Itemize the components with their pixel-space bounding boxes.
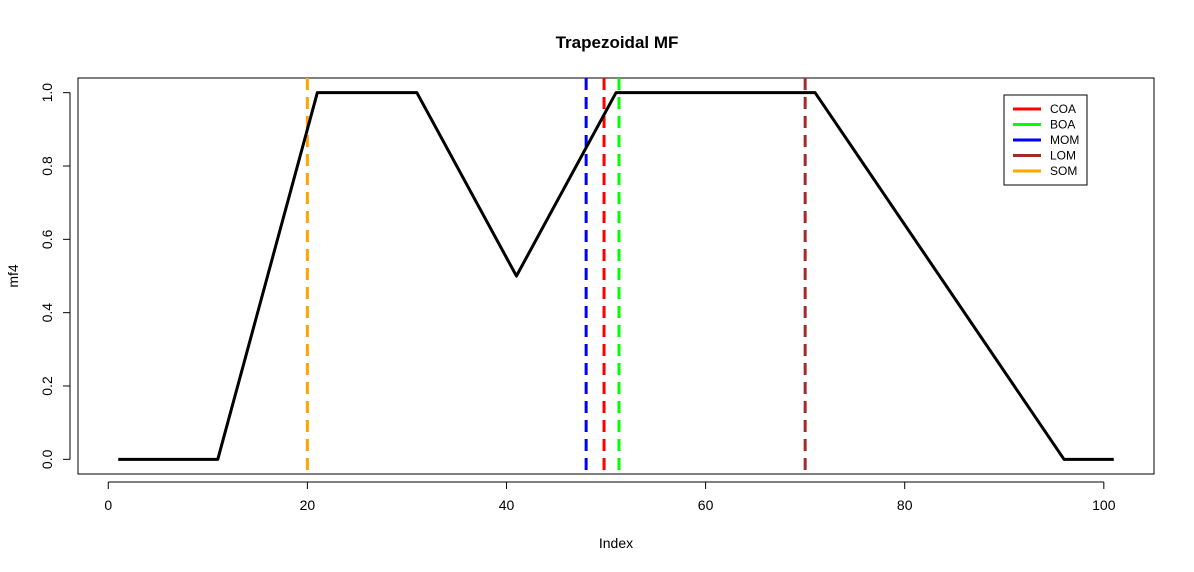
x-tick-label: 0	[104, 497, 112, 513]
y-axis: 0.0 0.2 0.4 0.6 0.8 1.0	[39, 83, 71, 469]
y-tick-label: 0.8	[39, 156, 55, 176]
series-line	[118, 91, 1114, 461]
legend-label-mom: MOM	[1050, 133, 1079, 147]
x-axis: 0 20 40 60 80 100	[104, 481, 1116, 513]
x-tick-label: 20	[300, 497, 316, 513]
y-tick-label: 0.2	[39, 376, 55, 396]
legend-label-som: SOM	[1050, 164, 1077, 178]
x-tick-label: 60	[698, 497, 714, 513]
x-tick-label: 40	[499, 497, 515, 513]
x-tick-label: 80	[897, 497, 913, 513]
plot-frame	[77, 77, 1155, 475]
y-tick-label: 0.0	[39, 449, 55, 469]
y-tick-label: 0.4	[39, 303, 55, 323]
y-axis-label: mf4	[5, 264, 21, 288]
y-tick-label: 0.6	[39, 229, 55, 249]
legend-label-coa: COA	[1050, 102, 1076, 116]
y-tick-label: 1.0	[39, 83, 55, 103]
series	[118, 91, 1114, 461]
legend-label-boa: BOA	[1050, 118, 1075, 132]
chart-title: Trapezoidal MF	[556, 33, 679, 52]
reference-lines	[305, 78, 807, 474]
x-axis-label: Index	[599, 535, 633, 551]
x-tick-label: 100	[1092, 497, 1116, 513]
legend-label-lom: LOM	[1050, 149, 1076, 163]
